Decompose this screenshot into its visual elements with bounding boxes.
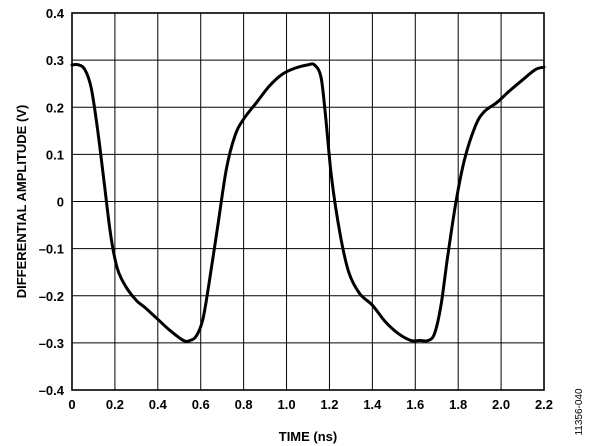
x-tick-label: 1.8 xyxy=(449,397,467,412)
y-tick-label: 0.2 xyxy=(46,100,64,115)
y-tick-label: –0.3 xyxy=(39,336,64,351)
x-tick-label: 0 xyxy=(68,397,75,412)
x-tick-label: 1.4 xyxy=(363,397,382,412)
y-tick-label: –0.2 xyxy=(39,289,64,304)
x-tick-label: 0.8 xyxy=(235,397,253,412)
x-tick-label: 2.0 xyxy=(492,397,510,412)
y-tick-label: 0 xyxy=(57,195,64,210)
x-tick-label: 1.6 xyxy=(406,397,424,412)
y-tick-label: –0.4 xyxy=(39,383,65,398)
x-tick-labels: 0 0.2 0.4 0.6 0.8 1.0 1.2 1.4 1.6 1.8 2.0 2.2 xyxy=(68,397,553,412)
plot-frame xyxy=(71,12,545,391)
y-axis-label: DIFFERENTIAL AMPLITUDE (V) xyxy=(14,105,29,299)
x-tick-label: 0.6 xyxy=(192,397,210,412)
y-tick-label: 0.1 xyxy=(46,147,64,162)
figure-id: 11356-040 xyxy=(574,388,585,436)
x-tick-label: 0.2 xyxy=(106,397,124,412)
series-line xyxy=(70,62,546,343)
y-tick-labels: 0.4 0.3 0.2 0.1 0 –0.1 –0.2 –0.3 –0.4 xyxy=(39,6,65,398)
x-tick-label: 0.4 xyxy=(149,397,168,412)
x-tick-label: 1.2 xyxy=(320,397,338,412)
grid-lines xyxy=(71,12,545,391)
x-tick-label: 2.2 xyxy=(535,397,553,412)
y-tick-label: 0.4 xyxy=(46,6,65,21)
x-tick-label: 1.0 xyxy=(278,397,296,412)
x-axis-label: TIME (ns) xyxy=(279,429,338,444)
y-tick-label: 0.3 xyxy=(46,53,64,68)
y-tick-label: –0.1 xyxy=(39,242,64,257)
